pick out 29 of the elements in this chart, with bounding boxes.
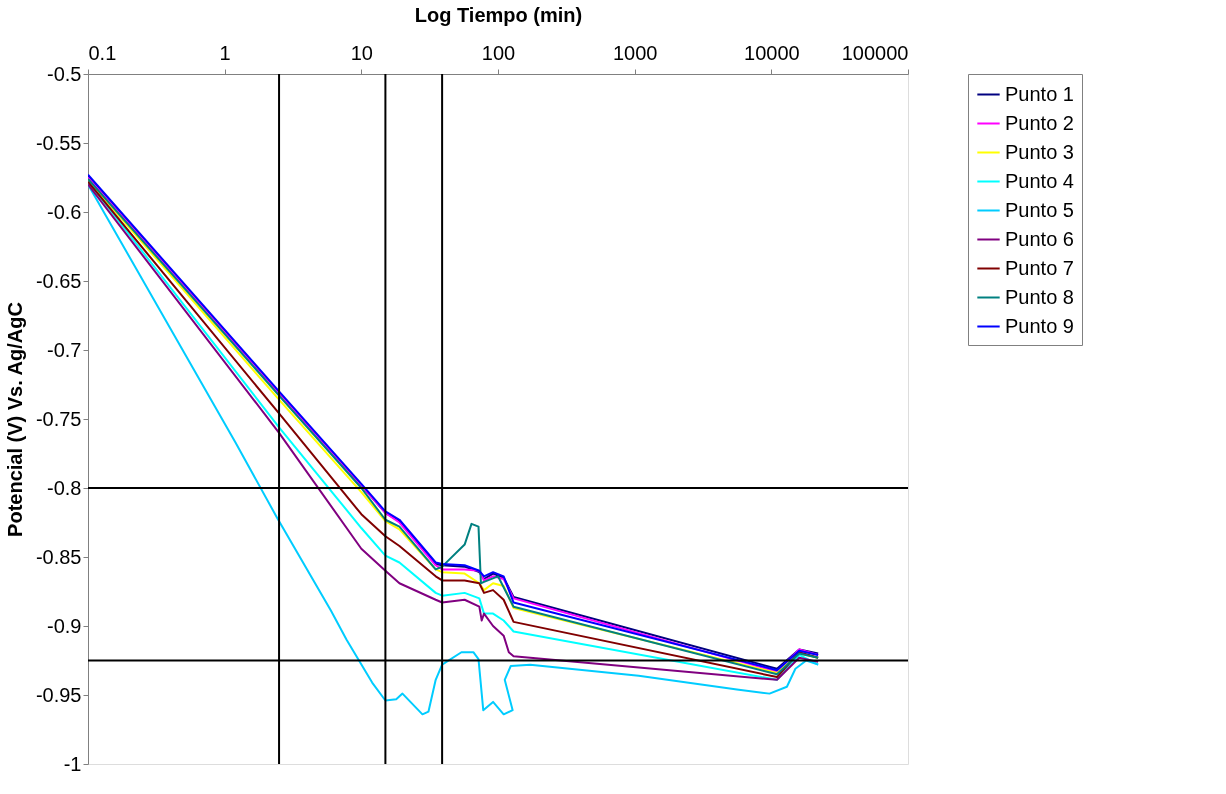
y-tick-label: -1 — [63, 752, 82, 775]
legend-label: Punto 3 — [1005, 140, 1074, 163]
x-tick-label: 100 — [481, 41, 516, 64]
y-tick-label: -0.8 — [47, 476, 82, 499]
x-tick-label: 10000 — [744, 41, 800, 64]
legend-label: Punto 8 — [1005, 285, 1074, 308]
y-tick-label: -0.7 — [47, 338, 82, 361]
x-tick-label: 1 — [219, 41, 231, 64]
legend-label: Punto 9 — [1005, 314, 1074, 337]
y-tick-label: -0.65 — [35, 269, 82, 292]
y-tick-label: -0.5 — [47, 62, 82, 85]
y-axis-title: Potencial (V) Vs. Ag/AgC — [3, 302, 26, 537]
y-tick-label: -0.9 — [47, 614, 82, 637]
y-tick-label: -0.85 — [35, 545, 82, 568]
x-tick-label: 100000 — [841, 41, 909, 64]
legend-label: Punto 4 — [1005, 169, 1074, 192]
legend-label: Punto 7 — [1005, 256, 1074, 279]
y-tick-label: -0.6 — [47, 200, 82, 223]
y-tick-label: -0.75 — [35, 407, 82, 430]
x-tick-label: 1000 — [612, 41, 658, 64]
y-tick-label: -0.95 — [35, 683, 82, 706]
y-tick-label: -0.55 — [35, 131, 82, 154]
x-tick-label: 0.1 — [88, 41, 117, 64]
x-axis-title: Log Tiempo (min) — [414, 3, 583, 26]
legend-label: Punto 1 — [1005, 82, 1074, 105]
legend-label: Punto 5 — [1005, 198, 1074, 221]
legend-label: Punto 6 — [1005, 227, 1074, 250]
x-tick-label: 10 — [350, 41, 373, 64]
legend-label: Punto 2 — [1005, 111, 1074, 134]
